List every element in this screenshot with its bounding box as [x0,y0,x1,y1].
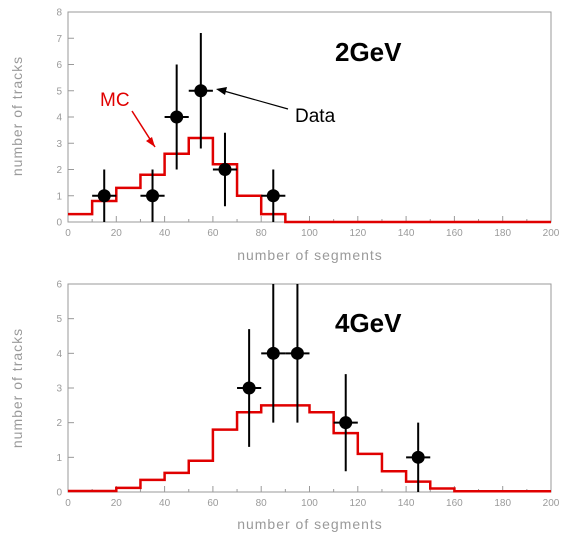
data-point-4gev [411,450,425,464]
data-point-4gev [266,346,280,360]
x-axis-label-2gev: number of segments [237,247,383,263]
mc-histogram-4gev [68,404,551,493]
chart-panel-4gev: number of tracks number of segments 4GeV… [9,280,560,533]
data-annotation-arrow [223,90,289,110]
y-tick-label-2gev: 1 [56,191,62,202]
data-annotation-label: Data [295,106,336,127]
y-tick-label-2gev: 2 [56,165,62,176]
x-tick-label-2gev: 180 [494,228,511,239]
data-point-2gev [97,189,111,203]
chart-panel-2gev: number of tracks number of segments 2GeV… [9,8,560,264]
y-tick-label-4gev: 6 [56,280,62,291]
y-tick-label-4gev: 4 [56,349,62,360]
x-tick-label-4gev: 120 [349,498,366,509]
data-point-2gev [266,189,280,203]
y-tick-label-4gev: 0 [56,488,62,499]
y-tick-label-2gev: 7 [56,34,62,45]
x-tick-label-2gev: 140 [398,228,415,239]
y-tick-label-2gev: 4 [56,113,62,124]
x-tick-label-4gev: 140 [398,498,415,509]
plot-frame-4gev [67,283,552,493]
y-tick-label-2gev: 8 [56,8,62,19]
y-tick-label-4gev: 1 [56,453,62,464]
y-tick-label-2gev: 5 [56,86,62,97]
x-tick-label-4gev: 180 [494,498,511,509]
x-tick-label-4gev: 0 [65,498,71,509]
x-axis-label-4gev: number of segments [237,516,383,532]
data-point-4gev [290,346,304,360]
data-annotation-arrowhead [216,87,227,95]
y-axis-label-2gev: number of tracks [9,56,25,176]
data-point-4gev [339,416,353,430]
data-point-2gev [194,84,208,98]
x-tick-label-4gev: 60 [207,498,219,509]
x-tick-label-2gev: 20 [111,228,123,239]
x-tick-label-2gev: 40 [159,228,171,239]
data-point-2gev [170,110,184,124]
data-point-2gev [218,163,232,176]
x-tick-label-2gev: 80 [256,228,268,239]
data-point-2gev [146,189,160,203]
mc-histogram-2gev [68,136,551,224]
x-tick-label-2gev: 200 [543,228,560,239]
x-tick-label-4gev: 200 [543,498,560,509]
x-tick-label-2gev: 160 [446,228,463,239]
mc-annotation-label: MC [100,90,130,111]
x-tick-label-4gev: 40 [159,498,171,509]
y-tick-label-2gev: 0 [56,218,62,229]
x-tick-label-4gev: 20 [111,498,123,509]
energy-label-2gev: 2GeV [335,37,402,67]
y-tick-label-4gev: 2 [56,418,62,429]
x-tick-label-4gev: 100 [301,498,318,509]
y-tick-label-4gev: 3 [56,384,62,395]
data-point-4gev [242,381,256,395]
y-tick-label-4gev: 5 [56,314,62,325]
x-tick-label-4gev: 80 [256,498,268,509]
x-tick-label-4gev: 160 [446,498,463,509]
mc-annotation-arrowhead [146,137,155,147]
x-tick-label-2gev: 120 [349,228,366,239]
x-tick-label-2gev: 100 [301,228,318,239]
y-tick-label-2gev: 6 [56,60,62,71]
x-tick-label-2gev: 60 [207,228,219,239]
energy-label-4gev: 4GeV [335,308,402,338]
y-axis-label-4gev: number of tracks [9,328,25,448]
x-tick-label-2gev: 0 [65,228,71,239]
y-tick-label-2gev: 3 [56,139,62,150]
